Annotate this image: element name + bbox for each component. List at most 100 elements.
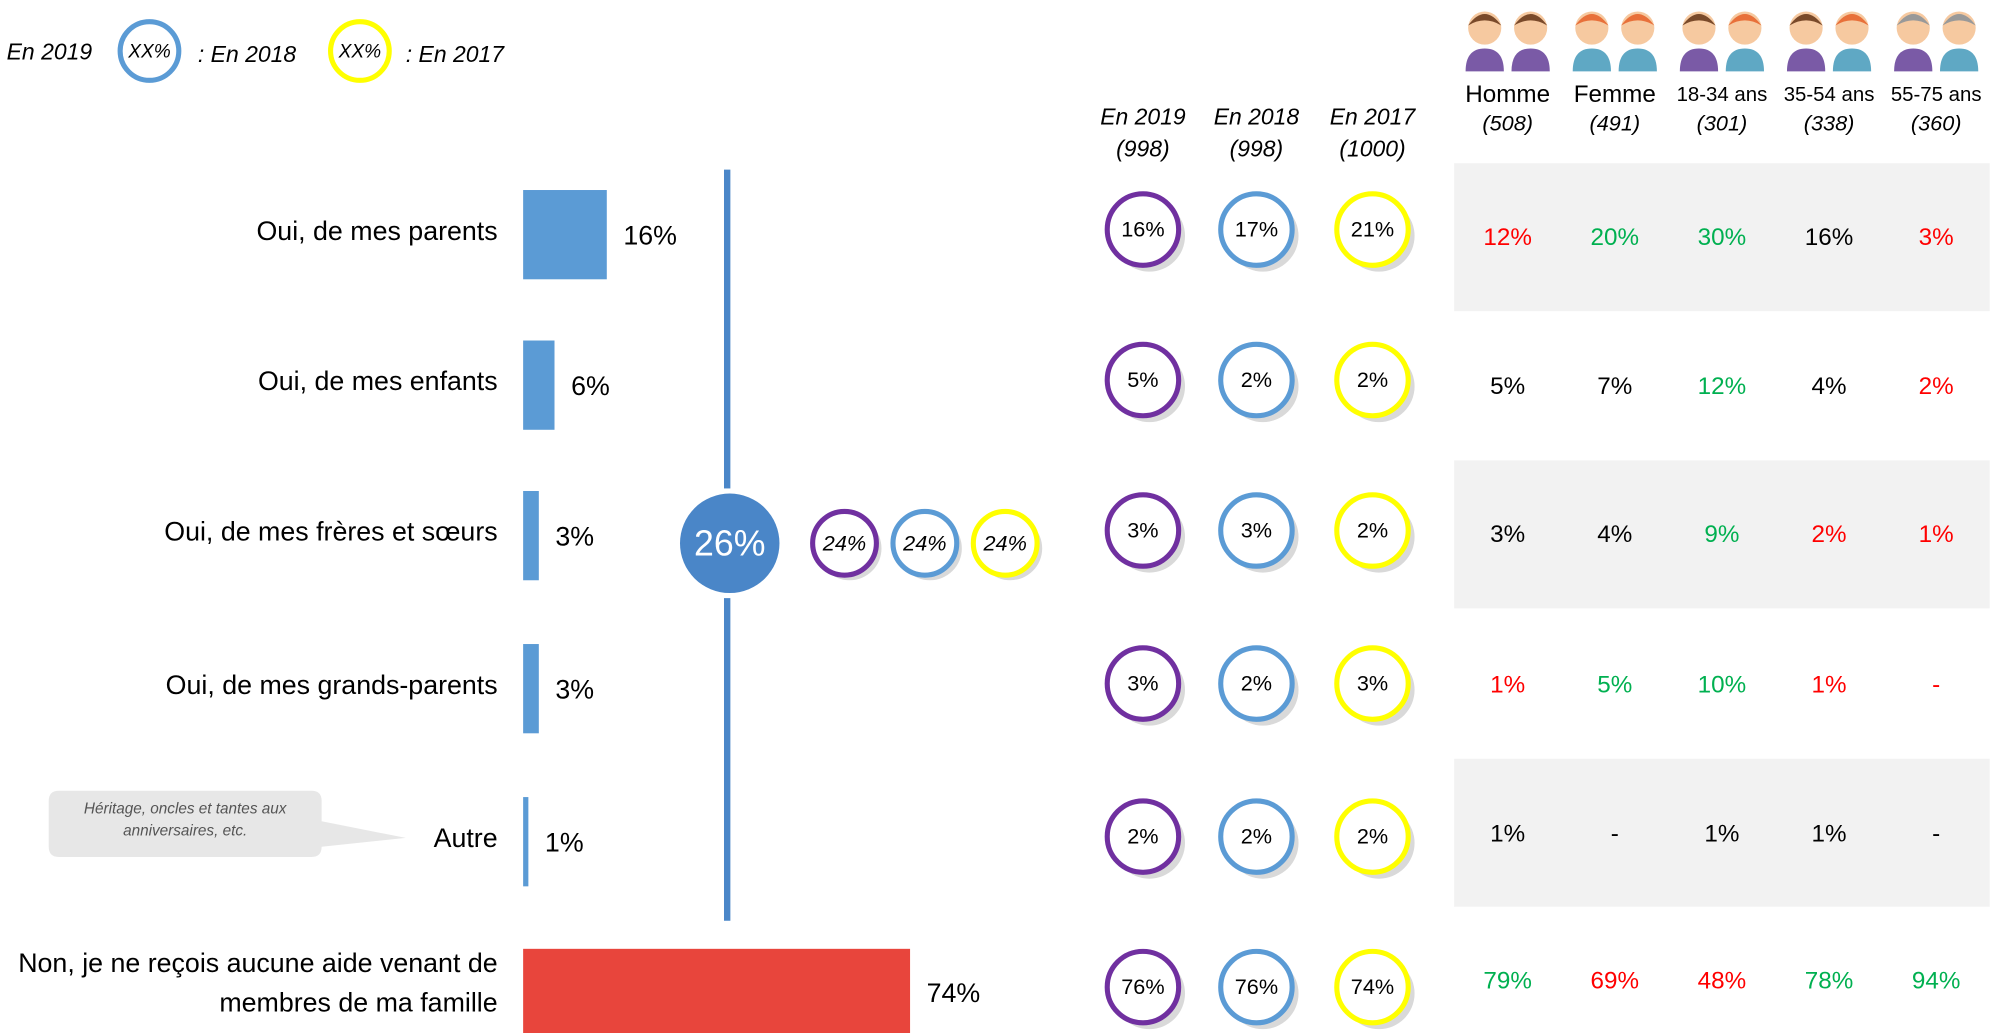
segment-header: Homme xyxy=(1465,81,1550,108)
segment-value: 1% xyxy=(1919,521,1954,548)
category-label: Oui, de mes frères et sœurs xyxy=(0,513,497,553)
segment-header: 18-34 ans xyxy=(1677,84,1768,106)
segment-value: 1% xyxy=(1490,672,1525,699)
year-n: (998) xyxy=(1230,136,1284,162)
icon-body xyxy=(1726,48,1764,71)
value-label: 1% xyxy=(545,827,584,857)
icon-body xyxy=(1833,48,1871,71)
segment-value: 7% xyxy=(1597,373,1632,400)
value-label: 3% xyxy=(555,674,594,704)
segment-value: 16% xyxy=(1805,224,1853,251)
category-box: Oui, de mes parents xyxy=(0,212,497,301)
subtotal-label: 26% xyxy=(694,523,765,563)
year-value: 2% xyxy=(1241,367,1272,392)
segment-value: 12% xyxy=(1698,373,1746,400)
segment-value: 2% xyxy=(1919,373,1954,400)
legend-circle-label: XX% xyxy=(127,41,170,62)
year-value: 74% xyxy=(1351,974,1394,999)
segment-value: 12% xyxy=(1483,224,1531,251)
segment-value: 3% xyxy=(1919,224,1954,251)
year-value: 16% xyxy=(1121,217,1164,242)
year-value: 3% xyxy=(1127,518,1158,543)
year-value: 5% xyxy=(1127,367,1158,392)
legend-2018: : En 2018 xyxy=(198,41,296,67)
value-label: 6% xyxy=(571,371,610,401)
bar xyxy=(523,797,528,886)
category-label: Oui, de mes parents xyxy=(0,212,497,252)
year-n: (1000) xyxy=(1339,136,1405,162)
previous-label: 24% xyxy=(902,530,946,555)
bar xyxy=(523,341,554,430)
bar xyxy=(523,491,539,580)
segment-value: 1% xyxy=(1490,821,1525,848)
segment-value: 20% xyxy=(1591,224,1639,251)
icon-body xyxy=(1466,48,1504,71)
year-value: 3% xyxy=(1241,518,1272,543)
bar xyxy=(523,190,607,279)
segment-value: 10% xyxy=(1698,672,1746,699)
segment-header: 35-54 ans xyxy=(1784,84,1875,106)
icon-body xyxy=(1680,48,1718,71)
year-value: 3% xyxy=(1357,671,1388,696)
icon-body xyxy=(1573,48,1611,71)
year-value: 17% xyxy=(1235,217,1278,242)
year-value: 21% xyxy=(1351,217,1394,242)
segment-value: 2% xyxy=(1812,521,1847,548)
segment-value: 1% xyxy=(1812,672,1847,699)
segment-n: (508) xyxy=(1482,111,1533,136)
category-label: Oui, de mes grands-parents xyxy=(0,666,497,706)
value-label: 3% xyxy=(555,521,594,551)
segment-value: 5% xyxy=(1597,672,1632,699)
segment-value: 79% xyxy=(1483,967,1531,994)
segment-header: 55-75 ans xyxy=(1891,84,1982,106)
segment-value: 4% xyxy=(1812,373,1847,400)
year-n: (998) xyxy=(1116,136,1170,162)
icon-body xyxy=(1512,48,1550,71)
icon-body xyxy=(1787,48,1825,71)
icon-body xyxy=(1940,48,1978,71)
segment-value: 94% xyxy=(1912,967,1960,994)
year-value: 2% xyxy=(1241,671,1272,696)
segment-n: (338) xyxy=(1804,111,1855,136)
bar xyxy=(523,949,910,1033)
year-header: En 2019 xyxy=(1100,104,1186,130)
value-label: 16% xyxy=(623,220,677,250)
segment-value: - xyxy=(1932,821,1940,848)
year-value: 2% xyxy=(1127,824,1158,849)
segment-value: 3% xyxy=(1490,521,1525,548)
segment-value: 30% xyxy=(1698,224,1746,251)
previous-label: 24% xyxy=(822,530,866,555)
previous-label: 24% xyxy=(983,530,1027,555)
category-label: Oui, de mes enfants xyxy=(0,362,497,402)
legend-circle-label: XX% xyxy=(338,41,381,62)
segment-n: (491) xyxy=(1590,111,1641,136)
year-value: 2% xyxy=(1357,518,1388,543)
segment-n: (360) xyxy=(1911,111,1962,136)
icon-body xyxy=(1894,48,1932,71)
year-value: 76% xyxy=(1121,974,1164,999)
segment-value: 9% xyxy=(1704,521,1739,548)
year-header: En 2018 xyxy=(1214,104,1300,130)
category-box: Oui, de mes grands-parents xyxy=(0,666,497,755)
segment-value: 1% xyxy=(1704,821,1739,848)
year-value: 3% xyxy=(1127,671,1158,696)
year-header: En 2017 xyxy=(1330,104,1417,130)
category-box: Oui, de mes enfants xyxy=(0,362,497,451)
year-value: 2% xyxy=(1241,824,1272,849)
category-label: Autre xyxy=(0,819,497,859)
segment-value: 5% xyxy=(1490,373,1525,400)
legend-2017: : En 2017 xyxy=(406,41,505,67)
segment-n: (301) xyxy=(1697,111,1748,136)
segment-value: 69% xyxy=(1591,967,1639,994)
icon-body xyxy=(1619,48,1657,71)
segment-value: 4% xyxy=(1597,521,1632,548)
segment-header: Femme xyxy=(1574,81,1656,108)
icons xyxy=(1466,11,1979,71)
category-box: Oui, de mes frères et sœurs xyxy=(0,513,497,602)
segment-value: - xyxy=(1611,821,1619,848)
bar xyxy=(523,644,539,733)
segment-value: 78% xyxy=(1805,967,1853,994)
segment-value: 1% xyxy=(1812,821,1847,848)
